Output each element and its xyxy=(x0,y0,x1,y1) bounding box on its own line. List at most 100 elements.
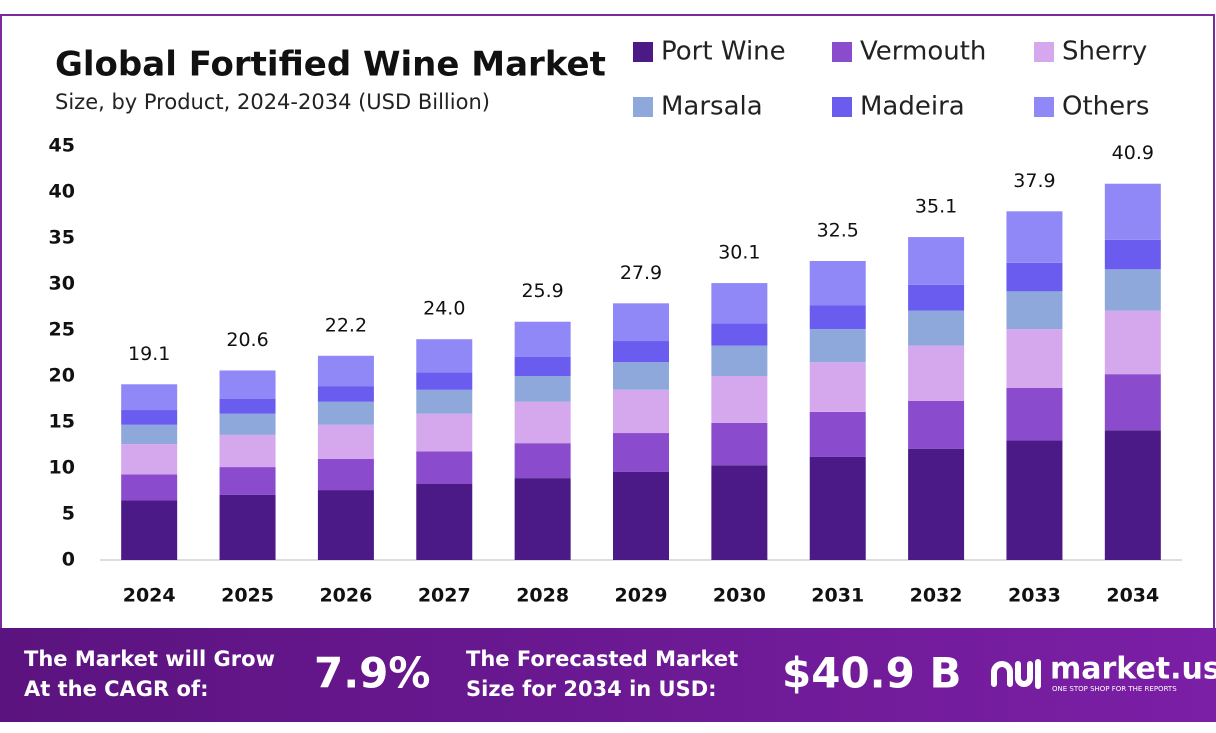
bar-segment xyxy=(613,471,669,560)
x-tick-label: 2027 xyxy=(418,585,471,607)
y-tick-label: 5 xyxy=(62,503,75,525)
total-label: 37.9 xyxy=(1013,170,1055,192)
bar-segment xyxy=(908,400,965,449)
x-tick-label: 2026 xyxy=(319,585,372,607)
legend-label: Others xyxy=(1062,92,1149,122)
bar-segment xyxy=(416,413,473,452)
bar-segment xyxy=(711,422,768,466)
bar-segment xyxy=(121,410,178,425)
x-tick-label: 2031 xyxy=(811,585,864,607)
bar-segment xyxy=(1104,374,1161,431)
bar-segment xyxy=(1006,387,1063,441)
bar-segment xyxy=(317,458,374,491)
legend-label: Sherry xyxy=(1062,37,1147,67)
logo-shape xyxy=(1015,661,1033,687)
bar-segment xyxy=(1006,440,1063,560)
bar-segment xyxy=(908,284,965,311)
bar-segment xyxy=(613,303,669,342)
bar-segment xyxy=(121,474,178,501)
legend-swatch xyxy=(1034,42,1054,62)
bar-segment xyxy=(416,389,473,414)
bar-segment xyxy=(908,310,965,346)
legend-label: Madeira xyxy=(860,92,965,122)
bar-segment xyxy=(219,494,276,560)
bar-segment xyxy=(121,500,178,560)
bar-segment xyxy=(809,362,866,412)
bar-segment xyxy=(1006,291,1063,330)
brand-name: market.us xyxy=(1050,652,1216,687)
legend-swatch xyxy=(832,42,852,62)
forecast-text: The Forecasted Market xyxy=(466,647,738,671)
legend-swatch xyxy=(633,42,653,62)
x-tick-label: 2034 xyxy=(1106,585,1159,607)
brand-tagline: ONE STOP SHOP FOR THE REPORTS xyxy=(1052,685,1177,693)
y-tick-label: 30 xyxy=(49,273,75,295)
bar-segment xyxy=(1104,183,1161,240)
legend-swatch xyxy=(832,97,852,117)
x-tick-label: 2032 xyxy=(910,585,963,607)
total-label: 24.0 xyxy=(423,298,465,320)
forecast-value: $40.9 B xyxy=(782,649,961,698)
y-tick-label: 35 xyxy=(49,227,75,249)
x-tick-label: 2033 xyxy=(1008,585,1061,607)
bar-segment xyxy=(219,434,276,468)
bar-segment xyxy=(317,355,374,387)
bar-segment xyxy=(1104,269,1161,311)
total-label: 25.9 xyxy=(521,280,563,302)
bar-segment xyxy=(908,237,965,285)
cagr-text: At the CAGR of: xyxy=(24,677,209,701)
bar-segment xyxy=(514,478,571,560)
bar-segment xyxy=(219,370,276,399)
total-label: 40.9 xyxy=(1112,142,1154,164)
bar-segment xyxy=(1104,239,1161,270)
x-tick-label: 2030 xyxy=(713,585,766,607)
total-label: 35.1 xyxy=(915,196,957,218)
total-label: 30.1 xyxy=(718,242,760,264)
legend-swatch xyxy=(633,97,653,117)
total-label: 19.1 xyxy=(128,343,170,365)
bar-segment xyxy=(809,305,866,330)
bar-segment xyxy=(613,389,669,434)
bar-segment xyxy=(219,413,276,435)
bar-segment xyxy=(613,362,669,390)
bar-segment xyxy=(809,329,866,363)
y-tick-label: 40 xyxy=(49,181,75,203)
x-tick-label: 2024 xyxy=(123,585,176,607)
y-tick-label: 0 xyxy=(62,549,75,571)
x-tick-label: 2025 xyxy=(221,585,274,607)
bar-segment xyxy=(1104,430,1161,560)
bar-segment xyxy=(416,339,473,373)
bar-segment xyxy=(416,372,473,390)
bar-segment xyxy=(317,386,374,402)
y-tick-label: 10 xyxy=(49,457,75,479)
bar-segment xyxy=(317,424,374,459)
bar-segment xyxy=(416,483,473,560)
bar-segment xyxy=(1006,329,1063,388)
y-tick-label: 15 xyxy=(49,411,75,433)
bar-segment xyxy=(613,341,669,363)
total-label: 20.6 xyxy=(226,329,268,351)
chart-title: Global Fortified Wine Market xyxy=(55,45,606,85)
bar-segment xyxy=(121,424,178,445)
bar-segment xyxy=(416,451,473,484)
bar-segment xyxy=(908,448,965,560)
bar-segment xyxy=(1006,262,1063,292)
bar-segment xyxy=(809,411,866,457)
y-tick-label: 20 xyxy=(49,365,75,387)
forecast-text: Size for 2034 in USD: xyxy=(466,677,717,701)
bar-segment xyxy=(514,356,571,376)
legend-label: Marsala xyxy=(661,92,763,122)
bar-segment xyxy=(711,376,768,423)
bar-segment xyxy=(809,456,866,560)
x-tick-label: 2028 xyxy=(516,585,569,607)
legend-swatch xyxy=(1034,97,1054,117)
legend-label: Vermouth xyxy=(860,37,986,67)
logo-shape xyxy=(991,661,1013,687)
cagr-value: 7.9% xyxy=(314,649,430,698)
bar-segment xyxy=(711,283,768,324)
bar-segment xyxy=(317,490,374,560)
legend-label: Port Wine xyxy=(661,37,786,67)
bar-segment xyxy=(514,401,571,444)
bar-segment xyxy=(1104,310,1161,375)
